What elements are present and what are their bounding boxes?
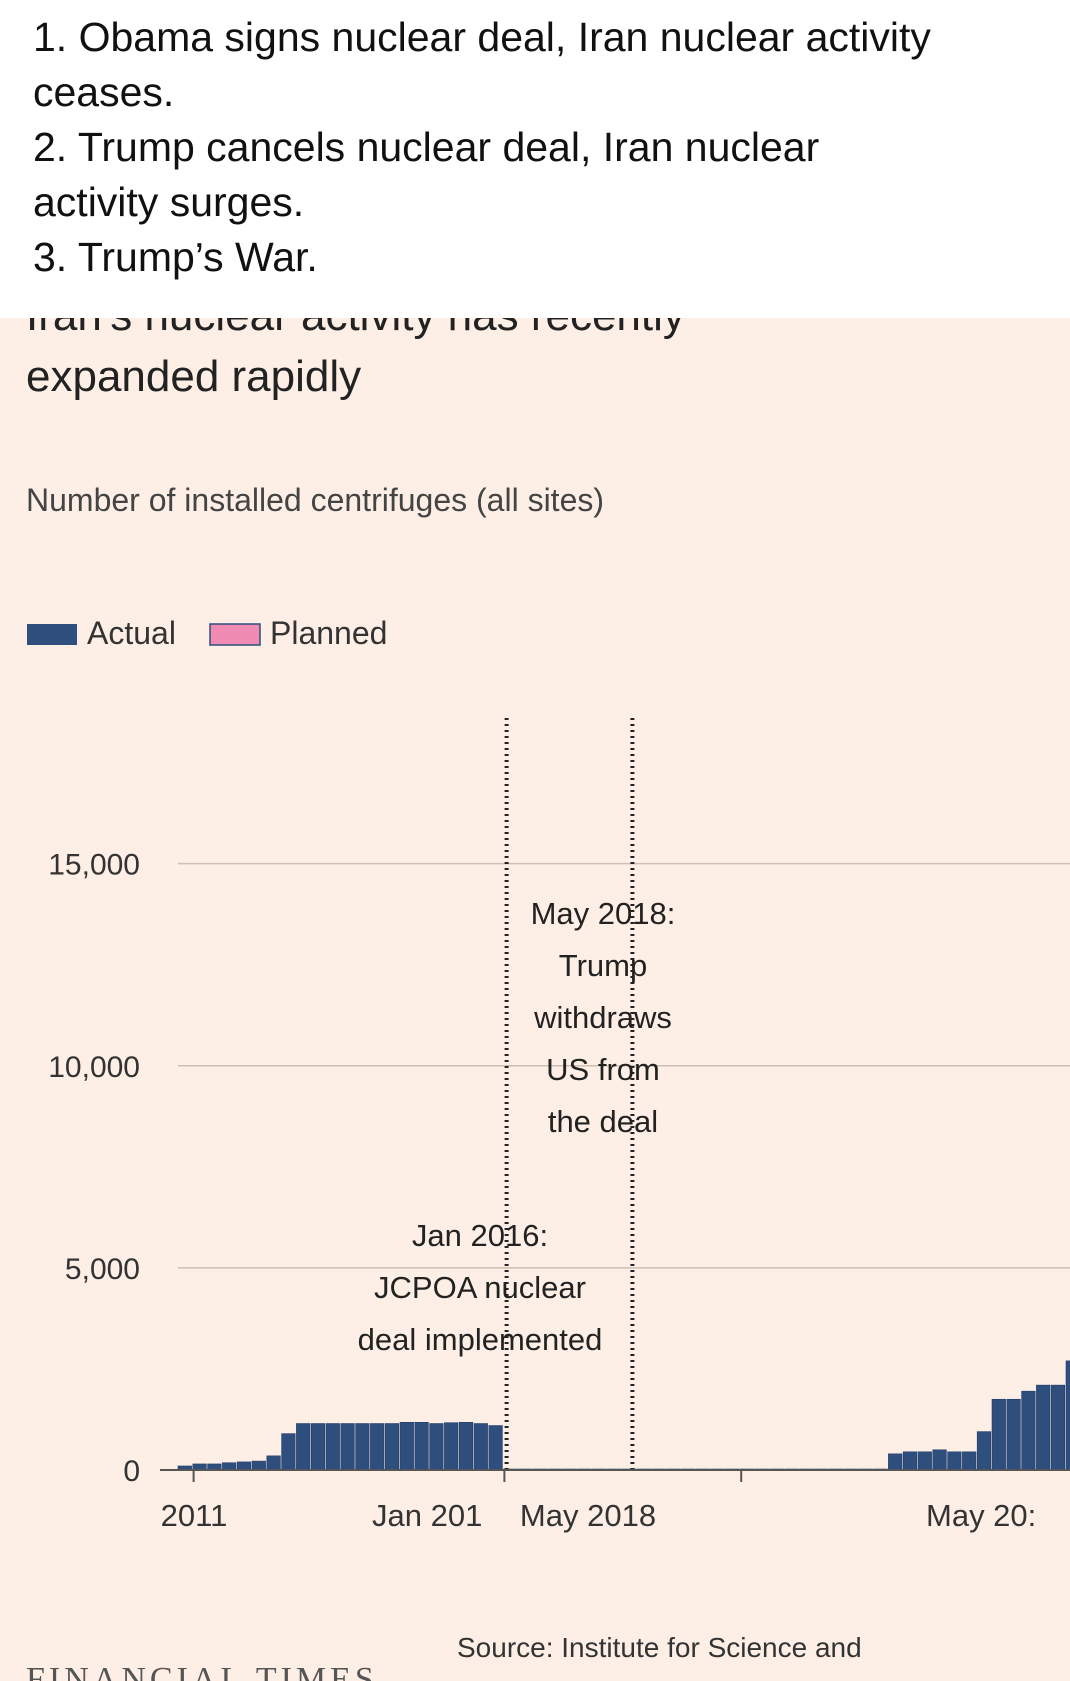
annotation-line: May 2018:	[531, 896, 676, 931]
bar-actual-58	[1036, 1384, 1051, 1471]
post-line-1: 1. Obama signs nuclear deal, Iran nuclea…	[33, 14, 931, 60]
x-tick-label: Jan 201	[372, 1498, 482, 1533]
bar-actual-11	[340, 1423, 355, 1471]
post-line-2: ceases.	[33, 69, 175, 115]
bar-actual-8	[296, 1423, 311, 1471]
bar-actual-48	[888, 1453, 903, 1471]
bar-actual-17	[429, 1423, 444, 1471]
footer-source: Source: Institute for Science and	[457, 1632, 862, 1663]
bar-actual-49	[902, 1451, 918, 1471]
annotation-line: Trump	[559, 948, 647, 983]
bar-actual-56	[1006, 1398, 1021, 1471]
annotation-line: deal implemented	[358, 1322, 603, 1357]
bar-actual-16	[414, 1422, 429, 1471]
bar-actual-52	[947, 1451, 962, 1471]
bar-actual-4	[236, 1461, 252, 1471]
bar-actual-7	[281, 1433, 296, 1471]
bar-actual-60	[1065, 1360, 1070, 1471]
annotation-line: US from	[546, 1052, 660, 1087]
bar-actual-12	[355, 1423, 370, 1471]
bar-actual-14	[384, 1423, 400, 1471]
legend-label-actual: Actual	[87, 615, 176, 651]
bar-actual-59	[1050, 1384, 1066, 1471]
annotation-line: withdraws	[533, 1000, 672, 1035]
x-tick-label: 2011	[161, 1498, 228, 1533]
axis-layer: 2011 Jan 201 May 2018 May 20:	[160, 1469, 1070, 1533]
bar-actual-21	[488, 1425, 503, 1471]
chart-card: Iran's nuclear activity has recently exp…	[0, 318, 1070, 1681]
bar-actual-19	[458, 1422, 474, 1471]
y-tick-label: 5,000	[65, 1253, 140, 1286]
bar-actual-6	[266, 1455, 281, 1471]
y-tick-label: 15,000	[48, 849, 140, 882]
bar-actual-50	[917, 1451, 932, 1471]
bar-actual-15	[399, 1422, 414, 1471]
bar-actual-51	[932, 1449, 947, 1471]
chart-title-partial: Iran's nuclear activity has recently	[26, 318, 685, 340]
post-line-5: 3. Trump’s War.	[33, 234, 318, 280]
footer-brand: FINANCIAL TIMES	[26, 1661, 378, 1681]
bar-actual-10	[325, 1423, 340, 1471]
post-line-4: activity surges.	[33, 179, 305, 225]
bar-actual-20	[473, 1423, 488, 1471]
bar-actual-54	[976, 1431, 992, 1471]
x-tick-label: May 20:	[926, 1498, 1036, 1533]
annotation-line: JCPOA nuclear	[374, 1270, 586, 1305]
annotation-line: Jan 2016:	[412, 1218, 548, 1253]
bars-layer	[177, 1360, 1070, 1471]
chart-subtitle: Number of installed centrifuges (all sit…	[26, 482, 604, 518]
legend: Actual Planned	[27, 615, 387, 651]
bar-actual-53	[962, 1451, 977, 1471]
y-tick-label: 10,000	[48, 1051, 140, 1084]
annotation-layer: Jan 2016: JCPOA nuclear deal implemented Ma…	[358, 896, 676, 1357]
legend-label-planned: Planned	[270, 615, 387, 651]
legend-swatch-planned	[209, 623, 261, 646]
centrifuge-chart: Iran's nuclear activity has recently exp…	[26, 318, 1070, 1681]
grid-layer: 0 5,000 10,000 15,000	[48, 849, 1070, 1488]
annotation-line: the deal	[548, 1104, 658, 1139]
bar-actual-3	[222, 1462, 237, 1471]
bar-actual-9	[310, 1423, 326, 1471]
y-tick-label: 0	[123, 1455, 140, 1488]
post-line-3: 2. Trump cancels nuclear deal, Iran nucl…	[33, 124, 820, 170]
legend-swatch-actual	[27, 624, 77, 645]
marker-layer	[504, 718, 635, 1470]
bar-actual-57	[1021, 1390, 1036, 1471]
bar-actual-13	[370, 1423, 385, 1471]
bar-actual-55	[991, 1398, 1006, 1471]
bar-actual-5	[251, 1460, 266, 1471]
chart-title: expanded rapidly	[26, 352, 361, 401]
bar-actual-18	[444, 1422, 459, 1471]
x-tick-label: May 2018	[520, 1498, 656, 1533]
post-text: 1. Obama signs nuclear deal, Iran nuclea…	[0, 0, 1070, 318]
